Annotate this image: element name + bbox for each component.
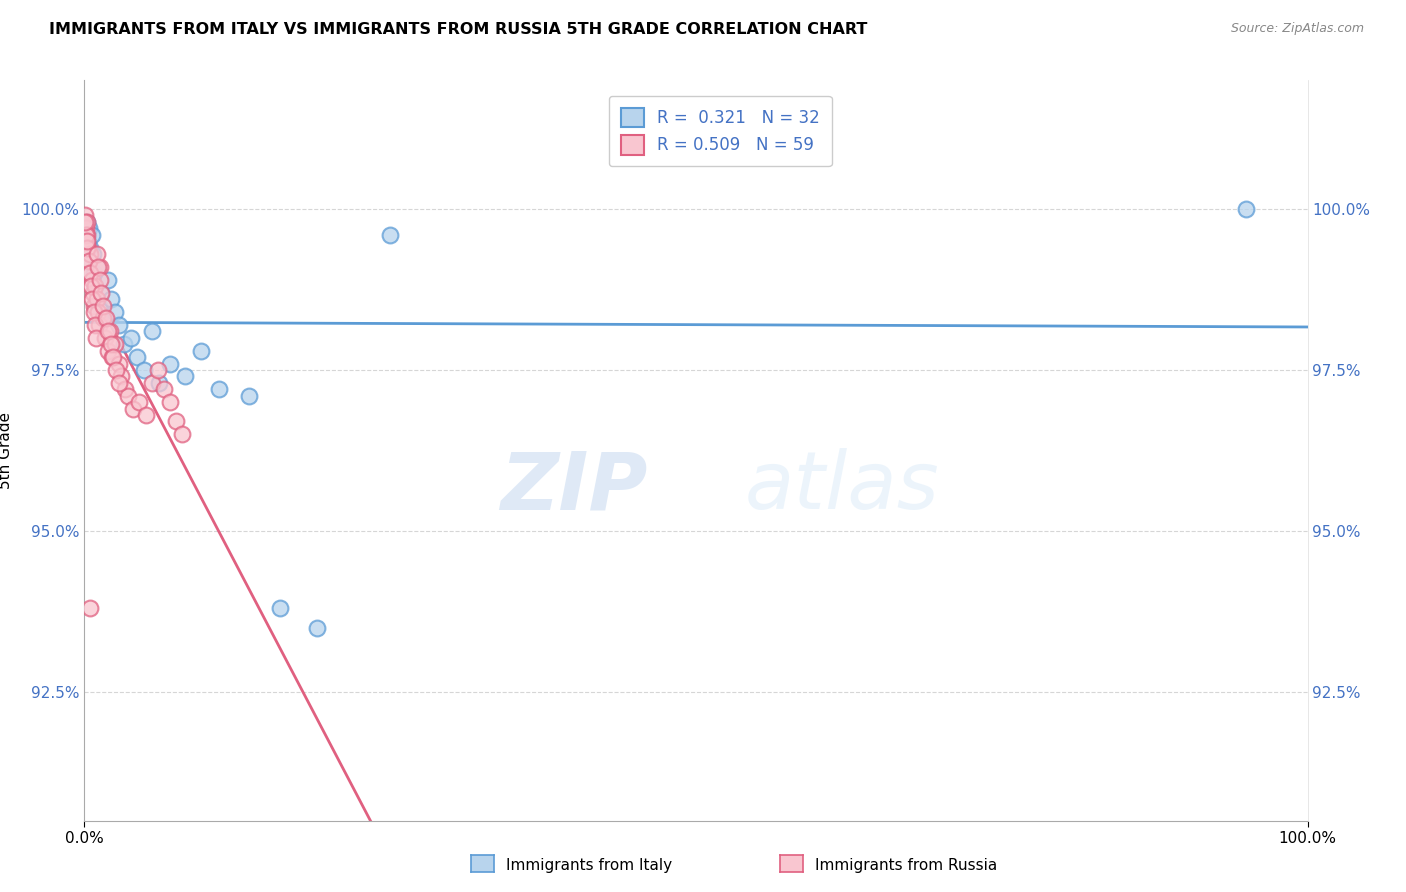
Legend: R =  0.321   N = 32, R = 0.509   N = 59: R = 0.321 N = 32, R = 0.509 N = 59 xyxy=(609,96,832,166)
Point xyxy=(173,369,195,384)
Point xyxy=(82,285,104,300)
Point xyxy=(84,279,107,293)
Point xyxy=(75,227,97,242)
Point xyxy=(83,267,105,281)
Point xyxy=(238,389,260,403)
Point xyxy=(77,234,100,248)
Point xyxy=(82,247,104,261)
Point xyxy=(159,395,181,409)
Point xyxy=(75,234,97,248)
Point xyxy=(110,369,132,384)
Point xyxy=(80,279,103,293)
Point xyxy=(84,331,107,345)
Point xyxy=(86,247,108,261)
Text: Immigrants from Italy: Immigrants from Italy xyxy=(506,858,672,872)
Text: Source: ZipAtlas.com: Source: ZipAtlas.com xyxy=(1230,22,1364,36)
Point xyxy=(89,260,111,274)
Point xyxy=(107,318,129,332)
Point xyxy=(76,215,98,229)
Point xyxy=(87,318,110,332)
Point xyxy=(148,376,170,390)
Point xyxy=(104,337,127,351)
Point xyxy=(87,305,110,319)
Point xyxy=(75,221,97,235)
Point xyxy=(125,350,148,364)
Point xyxy=(98,324,121,338)
Point xyxy=(90,285,112,300)
Point xyxy=(91,299,114,313)
Point xyxy=(112,337,135,351)
Point xyxy=(83,318,105,332)
Point xyxy=(83,299,105,313)
Point xyxy=(305,620,328,634)
Point xyxy=(77,253,100,268)
Point xyxy=(77,267,100,281)
Point xyxy=(94,331,117,345)
Point xyxy=(76,241,98,255)
Point xyxy=(141,376,163,390)
Point xyxy=(135,408,157,422)
Point xyxy=(1236,202,1258,216)
Point xyxy=(76,215,98,229)
Point xyxy=(76,234,98,248)
Point xyxy=(84,279,107,293)
Point xyxy=(146,363,169,377)
Point xyxy=(93,311,115,326)
Point xyxy=(108,376,131,390)
Point xyxy=(76,227,98,242)
Point xyxy=(117,389,139,403)
Point xyxy=(87,299,110,313)
Point xyxy=(114,382,136,396)
Point xyxy=(77,241,100,255)
Point xyxy=(90,285,112,300)
Point xyxy=(77,221,100,235)
Text: ZIP: ZIP xyxy=(499,449,647,526)
Point xyxy=(208,382,231,396)
Point xyxy=(86,260,108,274)
Point xyxy=(104,305,127,319)
Point xyxy=(122,401,145,416)
Point xyxy=(100,337,122,351)
Text: atlas: atlas xyxy=(745,449,939,526)
Point xyxy=(153,382,176,396)
Point xyxy=(380,227,402,242)
Point xyxy=(94,311,117,326)
Point xyxy=(159,357,181,371)
Point xyxy=(101,350,124,364)
Point xyxy=(75,253,97,268)
Point xyxy=(141,324,163,338)
Y-axis label: 5th Grade: 5th Grade xyxy=(0,412,13,489)
Point xyxy=(134,363,156,377)
Point xyxy=(79,601,101,615)
Text: IMMIGRANTS FROM ITALY VS IMMIGRANTS FROM RUSSIA 5TH GRADE CORRELATION CHART: IMMIGRANTS FROM ITALY VS IMMIGRANTS FROM… xyxy=(49,22,868,37)
Point xyxy=(165,415,187,429)
Point xyxy=(82,292,104,306)
Point xyxy=(77,253,100,268)
Point xyxy=(101,350,124,364)
Point xyxy=(97,343,120,358)
Point xyxy=(79,247,101,261)
Point xyxy=(83,305,105,319)
Point xyxy=(91,311,114,326)
Point xyxy=(73,209,96,223)
Point xyxy=(75,215,97,229)
Point xyxy=(87,260,110,274)
Point xyxy=(128,395,150,409)
Point xyxy=(97,324,120,338)
Point xyxy=(120,331,142,345)
Point xyxy=(107,357,129,371)
Point xyxy=(97,273,120,287)
Point xyxy=(100,292,122,306)
Point xyxy=(86,292,108,306)
Point xyxy=(79,267,101,281)
Text: Immigrants from Russia: Immigrants from Russia xyxy=(815,858,998,872)
Point xyxy=(104,363,127,377)
Point xyxy=(190,343,212,358)
Point xyxy=(269,601,291,615)
Point xyxy=(80,273,103,287)
Point xyxy=(172,427,194,442)
Point xyxy=(80,227,103,242)
Point xyxy=(79,241,101,255)
Point xyxy=(89,273,111,287)
